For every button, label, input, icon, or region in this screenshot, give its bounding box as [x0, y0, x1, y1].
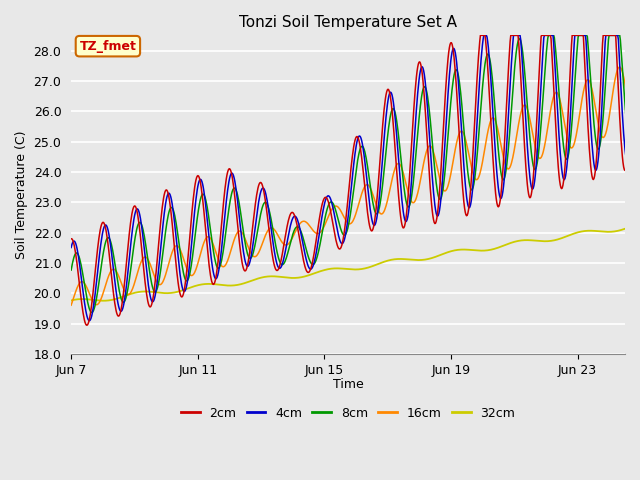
- Text: TZ_fmet: TZ_fmet: [79, 40, 136, 53]
- Legend: 2cm, 4cm, 8cm, 16cm, 32cm: 2cm, 4cm, 8cm, 16cm, 32cm: [176, 402, 520, 425]
- Title: Tonzi Soil Temperature Set A: Tonzi Soil Temperature Set A: [239, 15, 457, 30]
- Y-axis label: Soil Temperature (C): Soil Temperature (C): [15, 131, 28, 259]
- X-axis label: Time: Time: [333, 378, 364, 391]
